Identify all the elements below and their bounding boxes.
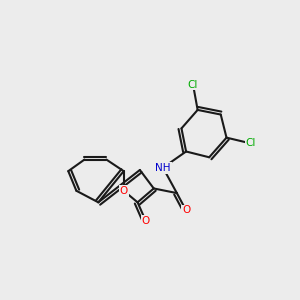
Text: O: O xyxy=(142,216,150,226)
Text: NH: NH xyxy=(155,163,171,173)
Text: O: O xyxy=(182,206,190,215)
Text: O: O xyxy=(120,186,128,196)
Text: Cl: Cl xyxy=(188,80,198,89)
Text: Cl: Cl xyxy=(246,138,256,148)
